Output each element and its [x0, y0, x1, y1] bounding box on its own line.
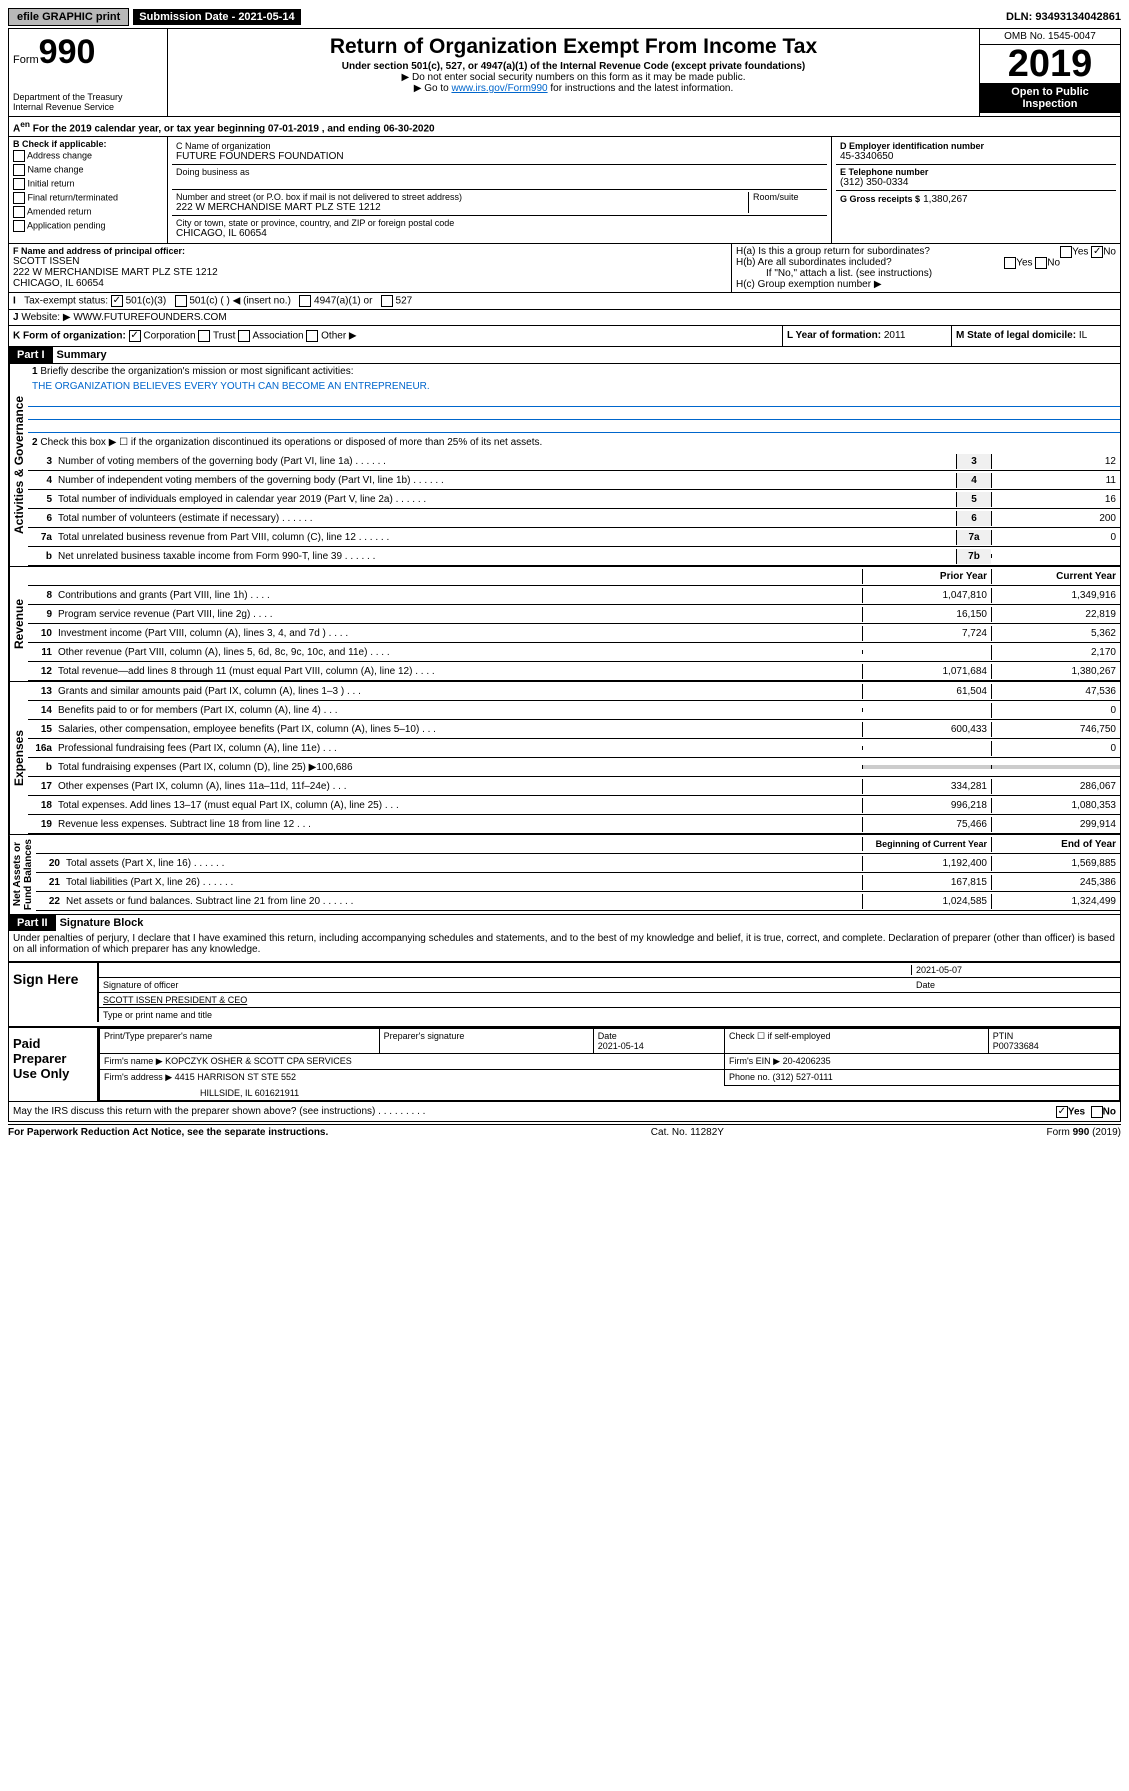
irs-link[interactable]: www.irs.gov/Form990 [451, 83, 547, 94]
rev-line-9: 9Program service revenue (Part VIII, lin… [28, 605, 1120, 624]
expenses-section: Expenses 13Grants and similar amounts pa… [9, 681, 1120, 834]
form-container: Form990 Department of the Treasury Inter… [8, 28, 1121, 1122]
checkbox-name-change[interactable]: Name change [13, 163, 163, 177]
dln: DLN: 93493134042861 [1006, 11, 1121, 23]
line-6: 6Total number of volunteers (estimate if… [28, 509, 1120, 528]
form-number: Form990 [13, 33, 163, 72]
tax-period: Aen For the 2019 calendar year, or tax y… [9, 117, 1120, 137]
top-bar: efile GRAPHIC print Submission Date - 20… [8, 8, 1121, 26]
form-title: Return of Organization Exempt From Incom… [172, 35, 975, 59]
line-3: 3Number of voting members of the governi… [28, 452, 1120, 471]
efile-button[interactable]: efile GRAPHIC print [8, 8, 129, 26]
501c3-checkbox[interactable] [111, 295, 123, 307]
line-5: 5Total number of individuals employed in… [28, 490, 1120, 509]
rev-line-12: 12Total revenue—add lines 8 through 11 (… [28, 662, 1120, 681]
part1-header: Part ISummary [9, 347, 1120, 364]
mission-text: THE ORGANIZATION BELIEVES EVERY YOUTH CA… [28, 379, 1120, 394]
governance-section: Activities & Governance 1 Briefly descri… [9, 364, 1120, 566]
section-c: C Name of organizationFUTURE FOUNDERS FO… [168, 137, 832, 243]
revenue-section: Revenue Prior YearCurrent Year 8Contribu… [9, 566, 1120, 681]
exp-line-19: 19Revenue less expenses. Subtract line 1… [28, 815, 1120, 834]
discuss-line: May the IRS discuss this return with the… [9, 1101, 1120, 1121]
discuss-yes-checkbox[interactable] [1056, 1106, 1068, 1118]
subtitle-3: ▶ Go to www.irs.gov/Form990 for instruct… [172, 83, 975, 94]
exp-line-17: 17Other expenses (Part IX, column (A), l… [28, 777, 1120, 796]
status-website-row: I Tax-exempt status: 501(c)(3) 501(c) ( … [9, 293, 1120, 326]
exp-line-14: 14Benefits paid to or for members (Part … [28, 701, 1120, 720]
form-header: Form990 Department of the Treasury Inter… [9, 29, 1120, 117]
hb-line: H(b) Are all subordinates included? Yes … [736, 257, 1116, 268]
checkbox-address-change[interactable]: Address change [13, 149, 163, 163]
open-to-public: Open to Public Inspection [980, 83, 1120, 113]
exp-line-16a: 16aProfessional fundraising fees (Part I… [28, 739, 1120, 758]
page-footer: For Paperwork Reduction Act Notice, see … [8, 1124, 1121, 1140]
line-b: bNet unrelated business taxable income f… [28, 547, 1120, 566]
form-ref: Form 990 (2019) [1047, 1127, 1121, 1138]
rev-line-8: 8Contributions and grants (Part VIII, li… [28, 586, 1120, 605]
dept-label: Department of the Treasury Internal Reve… [13, 92, 163, 112]
submission-date: Submission Date - 2021-05-14 [133, 9, 300, 25]
checkbox-application-pending[interactable]: Application pending [13, 219, 163, 233]
sign-here-section: Sign Here 2021-05-07 Signature of office… [9, 961, 1120, 1022]
checkbox-final-return-terminated[interactable]: Final return/terminated [13, 191, 163, 205]
fh-row: F Name and address of principal officer:… [9, 244, 1120, 293]
rev-line-10: 10Investment income (Part VIII, column (… [28, 624, 1120, 643]
preparer-table: Print/Type preparer's namePreparer's sig… [99, 1028, 1120, 1101]
netassets-section: Net Assets or Fund Balances Beginning of… [9, 834, 1120, 914]
paid-preparer-section: Paid Preparer Use Only Print/Type prepar… [9, 1026, 1120, 1101]
hc-line: H(c) Group exemption number ▶ [736, 279, 1116, 290]
net-line-21: 21Total liabilities (Part X, line 26) . … [36, 873, 1120, 892]
info-row: B Check if applicable: Address change Na… [9, 137, 1120, 244]
line-4: 4Number of independent voting members of… [28, 471, 1120, 490]
part2-header: Part IISignature Block [9, 914, 1120, 931]
exp-line-b: bTotal fundraising expenses (Part IX, co… [28, 758, 1120, 777]
net-line-22: 22Net assets or fund balances. Subtract … [36, 892, 1120, 911]
klm-row: K Form of organization: Corporation Trus… [9, 326, 1120, 347]
rev-line-11: 11Other revenue (Part VIII, column (A), … [28, 643, 1120, 662]
exp-line-15: 15Salaries, other compensation, employee… [28, 720, 1120, 739]
perjury-text: Under penalties of perjury, I declare th… [9, 931, 1120, 957]
exp-line-13: 13Grants and similar amounts paid (Part … [28, 682, 1120, 701]
checkbox-initial-return[interactable]: Initial return [13, 177, 163, 191]
line-7a: 7aTotal unrelated business revenue from … [28, 528, 1120, 547]
checkbox-amended-return[interactable]: Amended return [13, 205, 163, 219]
subtitle-1: Under section 501(c), 527, or 4947(a)(1)… [172, 61, 975, 72]
net-line-20: 20Total assets (Part X, line 16) . . . .… [36, 854, 1120, 873]
subtitle-2: ▶ Do not enter social security numbers o… [172, 72, 975, 83]
ha-line: H(a) Is this a group return for subordin… [736, 246, 1116, 257]
section-deg: D Employer identification number45-33406… [832, 137, 1120, 243]
exp-line-18: 18Total expenses. Add lines 13–17 (must … [28, 796, 1120, 815]
section-b: B Check if applicable: Address change Na… [9, 137, 168, 243]
tax-year: 2019 [980, 45, 1120, 83]
